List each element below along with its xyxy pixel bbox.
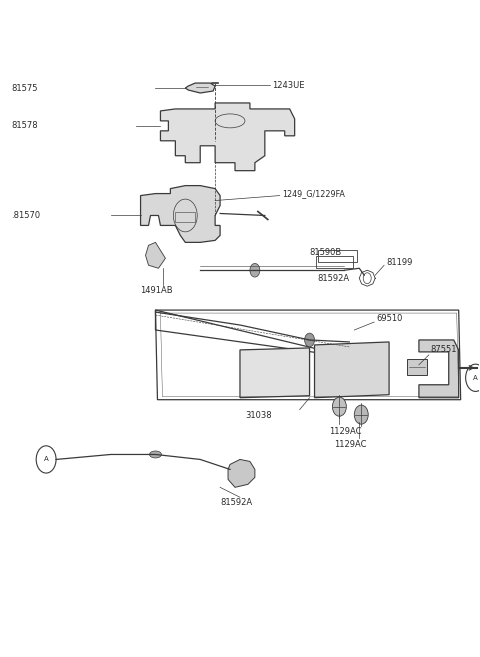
Ellipse shape [149,451,161,458]
Circle shape [305,333,314,347]
Text: A: A [473,374,478,381]
Text: 1243UE: 1243UE [272,81,304,89]
Text: 1491AB: 1491AB [141,286,173,294]
Circle shape [354,405,368,424]
Circle shape [250,263,260,277]
Polygon shape [160,103,295,171]
Polygon shape [419,340,459,397]
Text: 69510: 69510 [376,313,403,323]
Text: 81590B: 81590B [310,248,342,257]
Bar [407,359,427,374]
Text: 81578: 81578 [11,122,37,130]
Polygon shape [240,348,310,397]
Text: 81575: 81575 [11,83,37,93]
Text: 81199: 81199 [386,258,412,267]
Text: 31038: 31038 [245,411,272,420]
Text: 1249_G/1229FA: 1249_G/1229FA [282,189,345,198]
Text: A: A [44,457,48,463]
Bar [315,256,353,268]
Bar [175,212,195,223]
Text: 81592A: 81592A [220,498,252,507]
Circle shape [333,397,347,416]
Polygon shape [185,83,215,93]
Polygon shape [228,459,255,487]
Polygon shape [145,242,166,268]
Polygon shape [314,342,389,397]
Text: 87551: 87551 [431,346,457,354]
Text: 1129AC: 1129AC [335,440,367,449]
Text: .81570: .81570 [11,211,40,220]
Text: 1129AC: 1129AC [329,427,362,436]
Polygon shape [141,186,220,242]
Text: 81592A: 81592A [317,274,349,283]
Bar [317,250,357,262]
